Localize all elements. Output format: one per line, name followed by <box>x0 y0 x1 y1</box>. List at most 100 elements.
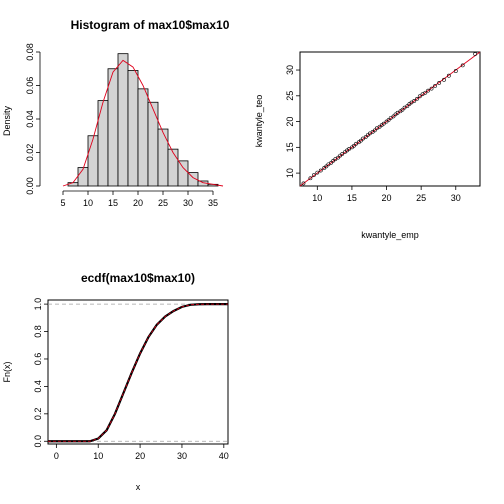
qq-ylabel: kwantyle_teo <box>254 95 264 148</box>
ecdf-empirical-curve <box>48 303 228 443</box>
qq-point <box>354 141 358 146</box>
qq-point <box>308 176 313 181</box>
qq-point <box>460 63 465 68</box>
qq-point <box>359 138 363 143</box>
ecdf-x-tick-label: 0 <box>54 451 59 461</box>
qq-point <box>388 116 393 120</box>
histogram-y-tick-label: 0.06 <box>25 77 35 95</box>
histogram-bar <box>97 100 109 187</box>
qq-point <box>437 81 442 85</box>
ecdf-y-tick-label: 0.0 <box>33 435 43 448</box>
ecdf-theoretical-curve <box>48 303 228 442</box>
qq-y-tick-label: 20 <box>285 117 295 127</box>
histogram-x-tick-label: 25 <box>158 198 168 208</box>
ecdf-title: ecdf(max10$max10) <box>81 271 195 285</box>
qq-point <box>395 110 400 115</box>
qq-x-tick-label: 10 <box>312 193 322 203</box>
histogram-bar <box>167 148 179 187</box>
ecdf-y-tick-label: 0.8 <box>33 325 43 338</box>
histogram-y-tick-label: 0.04 <box>25 110 35 128</box>
histogram-bar <box>107 68 119 187</box>
qq-y-tick-label: 25 <box>285 91 295 101</box>
qq-point <box>318 168 323 173</box>
qq-point <box>363 135 368 139</box>
histogram-y-tick-label: 0.02 <box>25 144 35 162</box>
qq-x-tick-label: 30 <box>451 193 461 203</box>
qq-point <box>333 157 338 162</box>
histogram-x-tick-label: 30 <box>183 198 193 208</box>
ecdf-x-tick-label: 20 <box>135 451 145 461</box>
histogram-bar <box>117 53 129 187</box>
qq-point <box>329 160 334 165</box>
qq-point <box>326 162 331 167</box>
qq-point <box>420 92 425 97</box>
ecdf-x-tick-label: 30 <box>177 451 187 461</box>
qq-point <box>409 100 414 105</box>
qq-point <box>372 128 377 133</box>
ecdf-y-tick-label: 0.6 <box>33 353 43 366</box>
ecdf-plot-box <box>47 299 229 445</box>
qq-plot-box <box>299 51 481 187</box>
ecdf-xlabel: x <box>136 482 141 492</box>
qq-point <box>324 164 329 169</box>
qq-x-tick-label: 25 <box>416 193 426 203</box>
qq-point <box>405 104 410 109</box>
histogram-panel: Histogram of max10$max10 Density 5 10 15 20… <box>2 18 230 208</box>
qq-point <box>417 94 422 99</box>
histogram-ylabel: Density <box>2 105 12 136</box>
histogram-bar <box>127 70 139 187</box>
ecdf-panel: ecdf(max10$max10) x Fn(x) 0 10 20 30 40 0.0 0.… <box>2 271 229 492</box>
qq-point <box>315 170 320 175</box>
histogram-bar <box>67 182 79 187</box>
qq-point <box>415 97 419 101</box>
qq-point <box>400 107 405 112</box>
ecdf-y-tick-label: 1.0 <box>33 298 43 311</box>
qq-y-tick-label: 15 <box>285 142 295 152</box>
histogram-title: Histogram of max10$max10 <box>71 18 230 32</box>
histogram-x-tick-label: 35 <box>208 198 218 208</box>
histogram-bar <box>187 172 199 187</box>
ecdf-x-tick-label: 40 <box>219 451 229 461</box>
density-curve <box>62 59 224 187</box>
qq-y-tick-label: 10 <box>285 168 295 178</box>
qq-point <box>368 131 372 136</box>
qq-point <box>453 69 458 73</box>
ecdf-ylabel: Fn(x) <box>2 362 12 383</box>
qq-point <box>347 146 352 151</box>
histogram-bar <box>137 88 149 187</box>
qq-point <box>442 77 446 82</box>
qq-point <box>381 121 386 126</box>
histogram-x-tick-label: 10 <box>83 198 93 208</box>
histogram-x-tick-label: 15 <box>108 198 118 208</box>
qq-point <box>412 99 417 103</box>
qq-panel: kwantyle_emp kwantyle_teo 10 15 20 25 30 10 15… <box>254 51 481 240</box>
histogram-bar <box>77 167 89 187</box>
histogram-bar <box>177 160 189 187</box>
ecdf-y-tick-label: 0.4 <box>33 380 43 393</box>
qq-point <box>423 90 428 95</box>
histogram-bar <box>157 128 169 187</box>
histogram-x-tick-label: 20 <box>133 198 143 208</box>
qq-x-tick-label: 20 <box>382 193 392 203</box>
qq-point <box>336 155 340 160</box>
qq-point <box>446 73 451 78</box>
ecdf-y-tick-label: 0.2 <box>33 408 43 421</box>
qq-point <box>340 152 345 156</box>
qq-point <box>311 173 316 178</box>
histogram-bar <box>147 101 159 187</box>
qq-xlabel: kwantyle_emp <box>361 230 419 240</box>
histogram-y-tick-label: 0.08 <box>25 43 35 61</box>
qq-x-tick-label: 15 <box>347 193 357 203</box>
qq-point <box>429 86 434 91</box>
histogram-y-tick-label: 0.00 <box>25 177 35 195</box>
qq-point <box>433 84 437 88</box>
qq-point <box>361 136 365 141</box>
qq-point <box>386 118 391 122</box>
qq-point <box>402 105 407 110</box>
qq-point <box>473 52 478 56</box>
qq-y-tick-label: 30 <box>285 65 295 75</box>
histogram-x-tick-label: 5 <box>60 198 65 208</box>
qq-point <box>301 181 306 186</box>
qq-point <box>352 143 356 148</box>
